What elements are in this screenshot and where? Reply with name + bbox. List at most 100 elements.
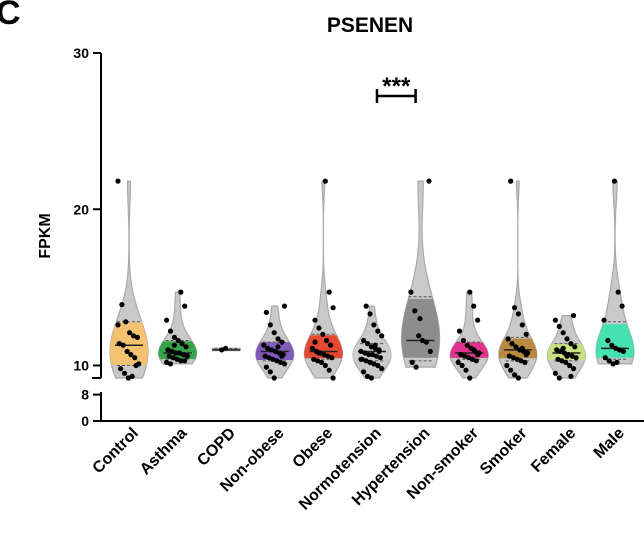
x-tick-label-female: Female: [528, 425, 579, 476]
data-point: [611, 178, 618, 184]
data-point: [130, 333, 137, 339]
data-point: [275, 336, 281, 342]
data-point: [123, 319, 129, 325]
data-point: [358, 356, 364, 362]
data-point: [371, 322, 377, 328]
data-point: [475, 352, 481, 358]
data-point: [469, 356, 475, 362]
data-point: [271, 375, 277, 381]
data-point: [179, 341, 185, 347]
data-point: [129, 373, 135, 379]
data-point: [116, 341, 122, 347]
data-point: [413, 364, 419, 370]
data-point: [455, 359, 461, 365]
data-point: [556, 375, 562, 381]
data-point: [175, 337, 181, 344]
data-point: [278, 359, 284, 365]
data-point: [272, 348, 278, 354]
x-tick-label-obese: Obese: [290, 425, 337, 472]
data-point: [560, 330, 566, 336]
data-point: [171, 334, 177, 340]
data-point: [121, 370, 128, 376]
violin-body-hypertension: [401, 298, 440, 358]
chart-title: PSENEN: [327, 14, 413, 37]
data-point: [223, 345, 229, 351]
data-point: [330, 305, 336, 311]
data-point: [523, 352, 529, 358]
data-point: [363, 303, 369, 309]
data-point: [318, 359, 325, 365]
data-point: [169, 348, 175, 354]
x-tick-label-control: Control: [90, 425, 142, 477]
data-point: [505, 336, 511, 342]
data-point: [570, 312, 577, 319]
data-point: [615, 289, 621, 295]
data-point: [183, 344, 189, 350]
data-point: [475, 317, 481, 323]
significance-layer: ***: [375, 73, 417, 103]
x-tick-label-copd: COPD: [194, 425, 239, 470]
data-point: [166, 353, 172, 359]
data-point: [325, 353, 331, 359]
data-point: [515, 375, 522, 381]
significance-label: ***: [382, 73, 411, 100]
data-point: [321, 352, 327, 358]
data-point: [573, 355, 579, 361]
violin-body-control: [110, 322, 148, 365]
data-point: [167, 328, 174, 334]
data-point: [510, 355, 516, 361]
data-point: [184, 353, 190, 359]
data-point: [265, 345, 271, 351]
violin-body-male: [596, 324, 634, 358]
data-point: [616, 347, 623, 353]
data-point: [572, 344, 578, 350]
x-tick-label-asthma: Asthma: [137, 425, 191, 479]
data-point: [134, 334, 140, 340]
data-point: [219, 347, 225, 353]
data-point: [367, 311, 373, 317]
data-point: [315, 358, 321, 364]
x-tick-label-male: Male: [591, 425, 628, 462]
data-point: [115, 178, 121, 184]
data-point: [462, 353, 468, 359]
data-point: [564, 353, 570, 359]
data-point: [564, 336, 570, 342]
data-point: [427, 348, 433, 354]
data-point: [509, 341, 515, 347]
data-point: [567, 362, 573, 369]
data-point: [118, 366, 124, 372]
data-point: [361, 337, 367, 344]
data-point: [613, 345, 619, 351]
data-point: [375, 362, 381, 369]
data-point: [279, 353, 285, 359]
data-point: [322, 362, 328, 369]
data-point: [326, 289, 332, 295]
data-point: [312, 339, 318, 345]
y-tick-label: 10: [73, 358, 89, 374]
data-point: [426, 178, 432, 184]
data-point: [606, 358, 612, 364]
data-point: [456, 328, 463, 334]
data-point: [569, 353, 575, 359]
data-point: [182, 358, 188, 364]
data-point: [120, 342, 126, 348]
data-point: [363, 358, 369, 364]
data-point: [361, 369, 367, 375]
data-point: [605, 337, 611, 344]
data-point: [508, 367, 514, 373]
data-point: [508, 178, 514, 184]
data-point: [119, 302, 125, 308]
data-point: [375, 328, 381, 334]
data-point: [171, 342, 177, 348]
data-point: [267, 322, 273, 328]
data-point: [519, 322, 525, 328]
data-point: [133, 362, 139, 369]
data-point: [370, 352, 376, 358]
data-point: [556, 323, 562, 329]
data-point: [178, 358, 184, 364]
data-point: [570, 366, 577, 372]
data-point: [459, 362, 465, 369]
data-point: [362, 350, 368, 356]
x-tick-label-smoker: Smoker: [477, 425, 531, 479]
data-point: [559, 358, 565, 364]
